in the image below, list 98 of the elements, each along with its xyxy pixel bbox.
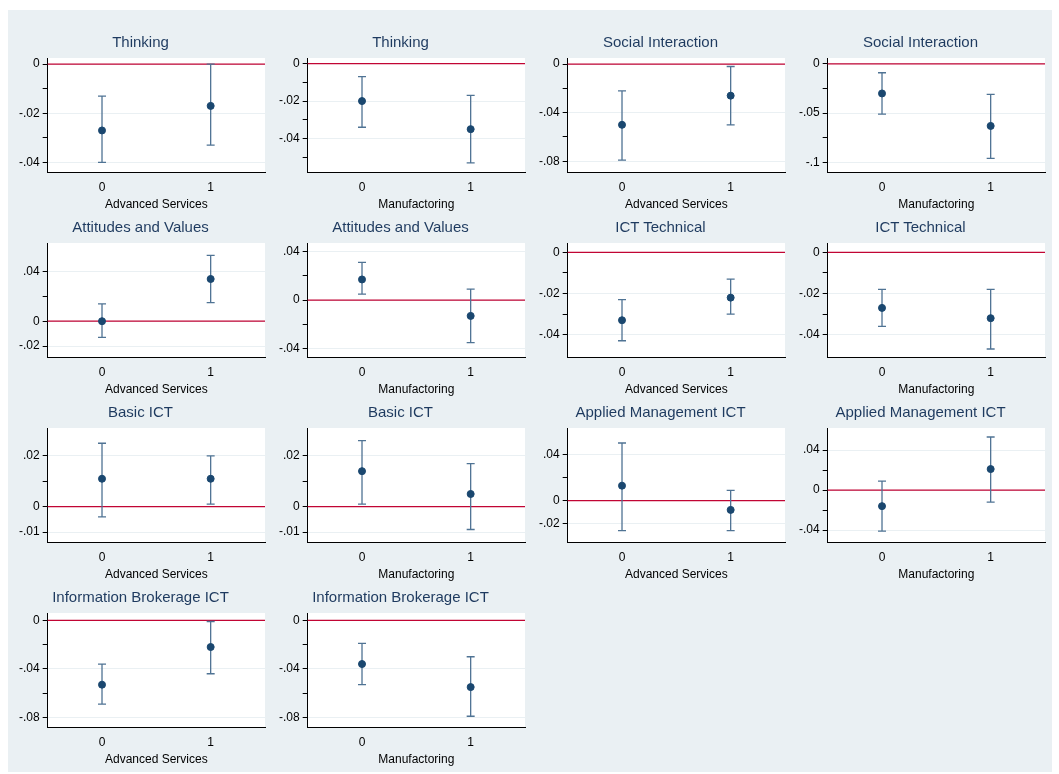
x-tick-label: 1 — [467, 179, 475, 194]
x-axis-title: Manufactoring — [378, 382, 455, 397]
x-tick-label: 1 — [467, 549, 475, 564]
x-tick-label: 0 — [358, 549, 366, 564]
x-tick-label: 1 — [987, 549, 995, 564]
x-tick-label: 1 — [207, 549, 215, 564]
chart-title: Attitudes and Values — [72, 218, 209, 236]
x-tick-label: 1 — [987, 179, 995, 194]
x-axis-title: Advanced Services — [104, 567, 208, 582]
chart-title: Social Interaction — [862, 33, 979, 51]
x-tick-label: 0 — [618, 549, 626, 564]
y-tick-label: -.04 — [798, 522, 820, 537]
y-tick-label: -.02 — [798, 285, 820, 300]
x-axis-title: Manufactoring — [378, 197, 455, 212]
chart-title: Thinking — [372, 33, 429, 51]
y-tick-label: -.02 — [538, 285, 560, 300]
y-tick-label: .04 — [542, 446, 560, 461]
y-tick-label: 0 — [32, 56, 40, 71]
y-tick-label: 0 — [292, 55, 300, 70]
y-tick-label: -.02 — [18, 338, 40, 353]
chart-title: ICT Technical — [615, 218, 706, 236]
x-axis-title: Advanced Services — [104, 752, 208, 767]
x-tick-label: 1 — [727, 364, 735, 379]
y-tick-label: 0 — [32, 612, 40, 627]
y-tick-label: -.08 — [538, 153, 560, 168]
x-axis-title: Advanced Services — [104, 197, 208, 212]
x-axis-title: Manufactoring — [898, 567, 975, 582]
chart-title: Applied Management ICT — [575, 403, 746, 421]
x-tick-label: 0 — [358, 364, 366, 379]
y-tick-label: 0 — [292, 612, 300, 627]
y-tick-label: -.04 — [18, 154, 40, 169]
y-tick-label: 0 — [812, 482, 820, 497]
x-tick-label: 1 — [987, 364, 995, 379]
x-tick-label: 0 — [618, 364, 626, 379]
y-tick-label: .02 — [22, 448, 40, 463]
x-axis-title: Advanced Services — [624, 197, 728, 212]
y-tick-label: -.05 — [798, 105, 820, 120]
y-tick-label: -.1 — [805, 154, 820, 169]
x-axis-title: Manufactoring — [898, 382, 975, 397]
y-tick-label: .04 — [22, 263, 40, 278]
x-tick-label: 0 — [98, 734, 106, 749]
y-tick-label: -.04 — [278, 341, 300, 356]
y-tick-label: 0 — [552, 244, 560, 259]
chart-title: Attitudes and Values — [332, 218, 469, 236]
x-axis-title: Manufactoring — [378, 752, 455, 767]
y-tick-label: -.04 — [798, 326, 820, 341]
chart-title: Information Brokerage ICT — [312, 588, 489, 606]
y-tick-label: .02 — [282, 448, 300, 463]
y-tick-label: -.04 — [278, 130, 300, 145]
y-tick-label: .04 — [282, 243, 300, 258]
x-tick-label: 1 — [207, 734, 215, 749]
x-tick-label: 1 — [727, 549, 735, 564]
x-tick-label: 0 — [878, 179, 886, 194]
y-tick-label: -.04 — [538, 326, 560, 341]
x-tick-label: 0 — [98, 179, 106, 194]
y-tick-label: 0 — [812, 56, 820, 71]
y-tick-label: -.08 — [18, 709, 40, 724]
y-tick-label: .04 — [802, 442, 820, 457]
y-tick-label: -.02 — [278, 93, 300, 108]
x-tick-label: 1 — [207, 364, 215, 379]
y-tick-label: 0 — [552, 56, 560, 71]
y-tick-label: -.04 — [538, 104, 560, 119]
x-tick-label: 1 — [467, 734, 475, 749]
x-axis-title: Advanced Services — [624, 382, 728, 397]
x-tick-label: 0 — [618, 179, 626, 194]
y-tick-label: 0 — [812, 244, 820, 259]
chart-title: Information Brokerage ICT — [52, 588, 229, 606]
x-axis-title: Advanced Services — [624, 567, 728, 582]
y-tick-label: -.02 — [538, 516, 560, 531]
x-axis-title: Manufactoring — [378, 567, 455, 582]
y-tick-label: -.01 — [278, 524, 300, 539]
y-tick-label: -.08 — [278, 709, 300, 724]
chart-title: Basic ICT — [107, 403, 174, 421]
chart-title: Social Interaction — [602, 33, 719, 51]
y-tick-label: 0 — [292, 292, 300, 307]
y-tick-label: 0 — [292, 498, 300, 513]
x-tick-label: 0 — [98, 364, 106, 379]
y-tick-label: 0 — [32, 313, 40, 328]
chart-title: ICT Technical — [875, 218, 966, 236]
y-tick-label: -.02 — [18, 105, 40, 120]
y-tick-label: -.04 — [278, 661, 300, 676]
x-tick-label: 0 — [878, 364, 886, 379]
chart-title: Thinking — [112, 33, 169, 51]
y-tick-label: 0 — [32, 498, 40, 513]
x-axis-title: Manufactoring — [898, 197, 975, 212]
y-tick-label: 0 — [552, 492, 560, 507]
x-tick-label: 1 — [207, 179, 215, 194]
x-tick-label: 1 — [727, 179, 735, 194]
y-tick-label: -.04 — [18, 661, 40, 676]
x-tick-label: 0 — [358, 734, 366, 749]
x-tick-label: 0 — [98, 549, 106, 564]
chart-title: Basic ICT — [367, 403, 434, 421]
chart-title: Applied Management ICT — [835, 403, 1006, 421]
x-axis-title: Advanced Services — [104, 382, 208, 397]
x-tick-label: 0 — [878, 549, 886, 564]
x-tick-label: 1 — [467, 364, 475, 379]
y-tick-label: -.01 — [18, 524, 40, 539]
x-tick-label: 0 — [358, 179, 366, 194]
